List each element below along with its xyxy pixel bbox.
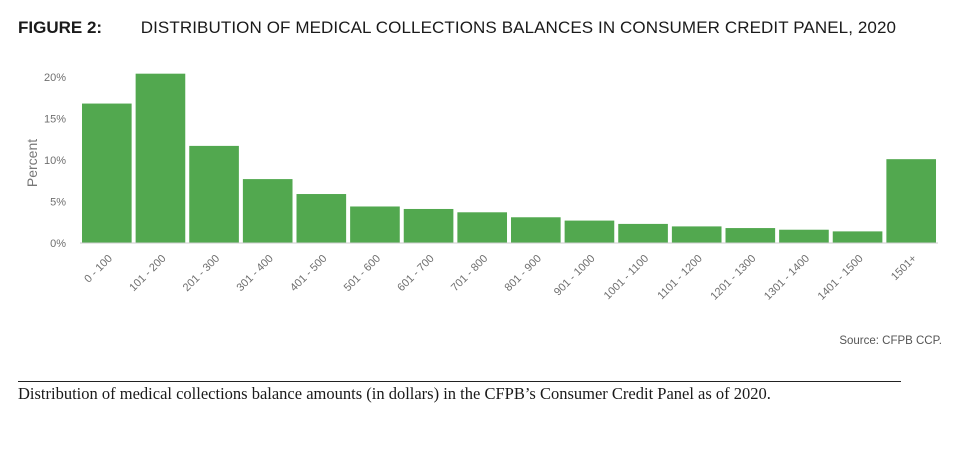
bar xyxy=(832,231,883,243)
y-axis-ticks: 0% 5% 10% 15% 20% xyxy=(44,72,66,250)
bar xyxy=(350,206,400,243)
x-tick-label: 301 - 400 xyxy=(234,253,275,294)
x-tick-label: 1301 - 1400 xyxy=(762,253,812,303)
bar xyxy=(82,103,132,243)
bar xyxy=(189,145,239,243)
y-tick-label: 0% xyxy=(50,238,66,250)
x-tick-label: 201 - 300 xyxy=(181,253,222,294)
figure-caption: Distribution of medical collections bala… xyxy=(18,384,771,403)
y-tick-label: 5% xyxy=(50,197,66,209)
y-tick-label: 10% xyxy=(44,155,66,167)
x-tick-label: 1401 - 1500 xyxy=(816,253,866,303)
bar xyxy=(671,226,722,243)
bar xyxy=(511,217,561,243)
y-tick-label: 20% xyxy=(44,72,66,84)
bar xyxy=(886,159,937,243)
x-tick-label: 401 - 500 xyxy=(288,253,329,294)
bar-chart: 0% 5% 10% 15% 20% Percent 0 - 100 101 - 200 20… xyxy=(24,72,938,303)
bar xyxy=(779,229,829,243)
bar xyxy=(564,220,615,243)
bar-series xyxy=(82,73,937,244)
source-note: Source: CFPB CCP. xyxy=(839,335,942,347)
caption-divider xyxy=(18,381,901,382)
x-tick-label: 101 - 200 xyxy=(127,253,168,294)
x-tick-label: 1101 - 1200 xyxy=(655,253,704,302)
figure-header: FIGURE 2: DISTRIBUTION OF MEDICAL COLLEC… xyxy=(18,18,950,42)
y-axis-label: Percent xyxy=(24,139,40,187)
bar xyxy=(296,194,347,243)
x-axis-ticks: 0 - 100 101 - 200 201 - 300 301 - 400 401 - … xyxy=(82,253,919,303)
x-tick-label: 601 - 700 xyxy=(395,253,436,294)
bar xyxy=(457,212,508,243)
y-tick-label: 15% xyxy=(44,114,66,126)
bar xyxy=(725,228,776,243)
bar xyxy=(242,179,293,243)
figure-title: DISTRIBUTION OF MEDICAL COLLECTIONS BALA… xyxy=(140,18,897,37)
bar xyxy=(618,223,668,243)
x-tick-label: 1001 - 1100 xyxy=(602,253,651,302)
bar xyxy=(135,73,186,244)
figure-label: FIGURE 2: xyxy=(18,18,103,37)
x-tick-label: 901 - 1000 xyxy=(552,253,598,299)
x-tick-label: 1201 - 1300 xyxy=(708,253,758,303)
x-tick-label: 701 - 800 xyxy=(449,253,490,294)
x-tick-label: 0 - 100 xyxy=(82,253,115,286)
x-tick-label: 1501+ xyxy=(889,253,919,283)
bar xyxy=(403,208,454,243)
x-tick-label: 801 - 900 xyxy=(503,253,544,294)
x-tick-label: 501 - 600 xyxy=(342,253,383,294)
